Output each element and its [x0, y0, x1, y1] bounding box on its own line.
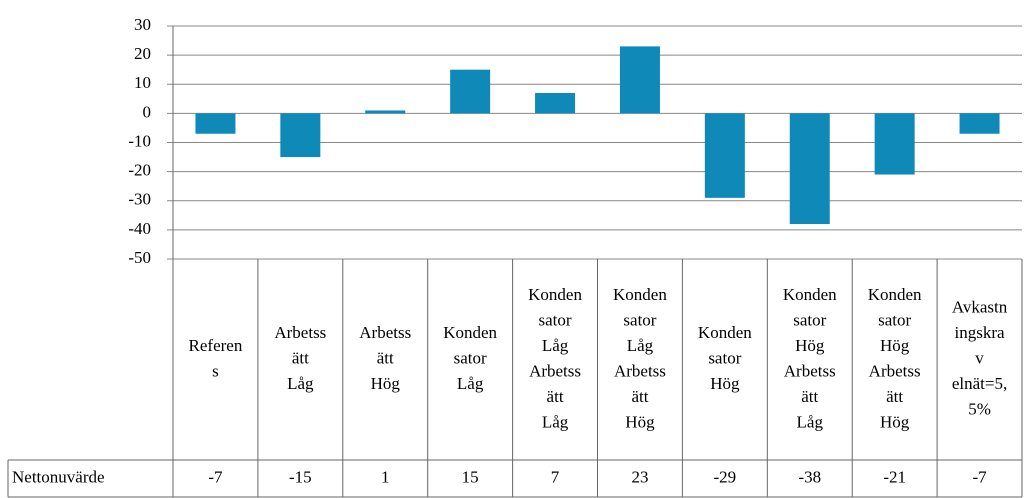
x-tick-label: Konden sator Låg Arbetss ätt Låg	[528, 285, 582, 432]
data-label: -15	[289, 467, 312, 486]
x-tick-label: Konden sator Låg Arbetss ätt Hög	[613, 285, 667, 432]
y-tick-label: 10	[134, 73, 151, 92]
data-label: 15	[462, 467, 479, 486]
data-label: -7	[972, 467, 987, 486]
data-label: -29	[714, 467, 737, 486]
y-tick-label: -10	[128, 131, 151, 150]
bar	[874, 113, 915, 175]
data-label: -7	[208, 467, 223, 486]
y-tick-label: 20	[134, 44, 151, 63]
y-tick-label: -30	[128, 190, 151, 209]
data-label: 7	[551, 467, 560, 486]
legend-label: Nettonuvärde	[12, 467, 105, 486]
y-tick-label: 30	[134, 15, 151, 34]
y-tick-label: -20	[128, 161, 151, 180]
data-label: -21	[883, 467, 906, 486]
bar	[959, 113, 1000, 134]
bar	[365, 110, 406, 114]
x-tick-label: Referen s	[189, 336, 243, 381]
y-tick-label: 0	[143, 102, 152, 121]
bar	[619, 46, 660, 114]
x-tick-label: Arbetss ätt Låg	[274, 323, 326, 393]
x-tick-label: Konden sator Låg	[443, 323, 497, 393]
x-tick-label: Konden sator Hög	[698, 323, 752, 393]
bar	[280, 113, 321, 158]
bar	[535, 92, 576, 114]
data-label: -38	[798, 467, 821, 486]
x-tick-label: Konden sator Hög Arbetss ätt Låg	[783, 285, 837, 432]
y-tick-label: -50	[128, 248, 151, 267]
bar	[704, 113, 745, 198]
data-label: 1	[381, 467, 390, 486]
bar	[450, 69, 491, 114]
data-label: 23	[631, 467, 648, 486]
x-tick-label: Arbetss ätt Hög	[359, 323, 411, 393]
bar	[789, 113, 830, 225]
y-tick-label: -40	[128, 219, 151, 238]
x-tick-label: Avkastn ingskra v elnät=5, 5%	[952, 297, 1008, 418]
bar	[195, 113, 236, 134]
x-tick-label: Konden sator Hög Arbetss ätt Hög	[868, 285, 922, 432]
